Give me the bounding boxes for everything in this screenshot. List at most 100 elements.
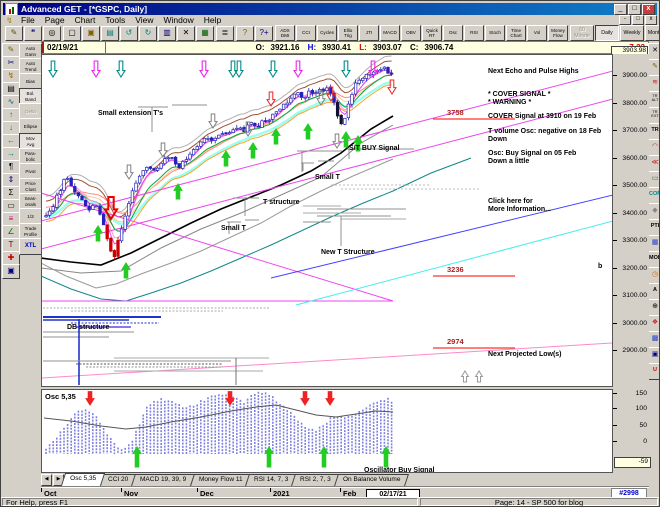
- chart-window-icon[interactable]: ↯: [6, 15, 13, 25]
- close-label: C:: [410, 43, 419, 52]
- tab-rsi-2-7-3[interactable]: RSI 2, 7, 3: [291, 474, 341, 486]
- oscillator-panel[interactable]: Osc 5,35 Oscillator Buy Signal: [41, 389, 613, 474]
- tab-osc-5-35[interactable]: Osc 5,35: [60, 473, 106, 486]
- study-button-money-flow[interactable]: Money Flow: [548, 25, 568, 41]
- menu-window[interactable]: Window: [163, 15, 194, 25]
- price-axis[interactable]: 3900.00 3800.00 3700.00 3600.00 3500.00 3400.…: [613, 54, 649, 387]
- study-button-cci[interactable]: CCI: [296, 25, 316, 41]
- month-label-nov: Nov: [124, 489, 139, 498]
- next-page-icon[interactable]: ↻: [139, 25, 157, 41]
- menu-chart[interactable]: Chart: [74, 15, 96, 25]
- zoom-tool-icon[interactable]: ⊕: [648, 299, 659, 316]
- regression-alt-tool[interactable]: TR ALT: [648, 91, 659, 108]
- mob-projection-tool-icon[interactable]: ◠: [648, 139, 659, 156]
- study-button-time-chart[interactable]: Time Chart: [506, 25, 526, 41]
- delete-page-icon[interactable]: ✕: [177, 25, 195, 41]
- context-help-icon[interactable]: ?+: [255, 25, 273, 41]
- palette-tool-icon[interactable]: ❖: [648, 315, 659, 332]
- box-tool-icon[interactable]: ▭: [648, 171, 659, 188]
- trendlines-tool-icon[interactable]: ≋: [648, 75, 659, 92]
- expert-commentary-icon[interactable]: ❝: [24, 25, 42, 41]
- svg-text:Down a little: Down a little: [488, 158, 529, 165]
- tab-macd-19-39-9[interactable]: MACD 19, 39, 9: [131, 474, 196, 486]
- help-icon[interactable]: ?: [236, 25, 254, 41]
- period-60-minute[interactable]: 60 Minute: [570, 25, 594, 41]
- minimize-button[interactable]: _: [614, 3, 627, 15]
- open-page-icon[interactable]: ▣: [82, 25, 100, 41]
- menu-view[interactable]: View: [135, 15, 154, 25]
- sidebar-study-mov-avg[interactable]: Mov Avg: [19, 133, 42, 150]
- svg-text:COVER Signal at 3910 on 19 Feb: COVER Signal at 3910 on 19 Feb: [488, 113, 596, 120]
- close-button[interactable]: x: [642, 3, 655, 15]
- new-page-icon[interactable]: ▢: [63, 25, 81, 41]
- sidebar-study-auto-gann[interactable]: Auto Gann: [19, 43, 42, 60]
- copy-page-icon[interactable]: ▥: [158, 25, 176, 41]
- study-button-macd[interactable]: MACD: [380, 25, 400, 41]
- regression-tool[interactable]: TR: [648, 123, 659, 140]
- window-icon[interactable]: ▣: [2, 264, 20, 279]
- menu-page[interactable]: Page: [44, 15, 65, 25]
- com-tool[interactable]: COM: [648, 187, 659, 204]
- study-button-osc[interactable]: Osc: [443, 25, 463, 41]
- menu-help[interactable]: Help: [203, 15, 222, 25]
- tab-rsi-14-7-3[interactable]: RSI 14, 7, 3: [245, 474, 298, 486]
- study-button-stoch[interactable]: Stoch: [485, 25, 505, 41]
- svg-text:Small T: Small T: [315, 174, 341, 181]
- svg-text:3758: 3758: [447, 108, 464, 117]
- retracement-tool-icon[interactable]: ≪: [648, 155, 659, 172]
- sidebar-study-xtl[interactable]: XTL: [19, 238, 42, 255]
- study-button-ellio-trig[interactable]: Ellio Trig: [338, 25, 358, 41]
- pointer-tool-icon[interactable]: ✎: [5, 25, 23, 41]
- tab-money-flow-11[interactable]: Money Flow 11: [189, 474, 252, 486]
- menu-tools[interactable]: Tools: [105, 15, 126, 25]
- study-button-cycles[interactable]: Cycles: [317, 25, 337, 41]
- study-button-vol[interactable]: Vol: [527, 25, 547, 41]
- clock-tool-icon[interactable]: ◷: [648, 267, 659, 284]
- undo-tool[interactable]: U: [648, 363, 659, 380]
- period-daily[interactable]: Daily: [595, 25, 619, 41]
- delete-tool-icon[interactable]: ✕: [648, 43, 659, 60]
- study-button-adx-dmi[interactable]: ADX DMI: [275, 25, 295, 41]
- paste-chart-icon[interactable]: ▦: [196, 25, 214, 41]
- save-page-icon[interactable]: ▤: [101, 25, 119, 41]
- menu-file[interactable]: File: [21, 15, 35, 25]
- quote-date: 02/19/21: [42, 42, 106, 53]
- grid-tool-icon[interactable]: ▦: [648, 235, 659, 252]
- zoom-icon[interactable]: ◎: [43, 25, 61, 41]
- period-weekly[interactable]: Weekly: [620, 25, 644, 41]
- month-label-2021: 2021: [273, 489, 290, 498]
- child-window-controls: - □ x: [618, 15, 657, 25]
- child-restore-button[interactable]: □: [632, 15, 644, 25]
- study-button-jti[interactable]: JTI: [359, 25, 379, 41]
- svg-text:b: b: [598, 263, 602, 270]
- month-tick: [121, 488, 122, 492]
- study-button-quick-rt[interactable]: Quick RT: [422, 25, 442, 41]
- fib-grid-tool-icon[interactable]: ▩: [648, 331, 659, 348]
- app-icon: [5, 2, 18, 16]
- mob-tool[interactable]: MOB: [648, 251, 659, 268]
- copy-tool-icon[interactable]: ▣: [648, 347, 659, 364]
- child-close-button[interactable]: x: [645, 15, 657, 25]
- study-button-rsi[interactable]: RSI: [464, 25, 484, 41]
- child-minimize-button[interactable]: -: [619, 15, 631, 25]
- eraser-tool-icon[interactable]: ◆: [648, 203, 659, 220]
- svg-text:T structure: T structure: [263, 199, 300, 206]
- sidebar-study-trade-profile[interactable]: Trade Profile: [19, 223, 42, 240]
- print-icon[interactable]: ≣: [216, 25, 234, 41]
- pti-tool[interactable]: PTI: [648, 219, 659, 236]
- tab-scroll-left[interactable]: ◀: [41, 474, 52, 486]
- pencil-tool-icon[interactable]: ✎: [648, 59, 659, 76]
- oscillator-svg: Osc 5,35 Oscillator Buy Signal: [43, 391, 434, 474]
- tab-on-balance-volume[interactable]: On Balance Volume: [334, 474, 410, 486]
- maximize-button[interactable]: □: [628, 3, 641, 15]
- oscillator-value-box: -59: [614, 457, 651, 468]
- study-button-obv[interactable]: OBV: [401, 25, 421, 41]
- text-tool[interactable]: A: [648, 283, 659, 300]
- svg-text:Down: Down: [488, 136, 507, 143]
- period-monthly[interactable]: Monthly: [645, 25, 659, 41]
- price-chart[interactable]: 3758 3236 2974 Small extension T's S/T BUY S…: [40, 54, 614, 387]
- svg-text:S/T BUY Signal: S/T BUY Signal: [349, 145, 399, 152]
- regression-ext-tool[interactable]: TR EXT: [648, 107, 659, 124]
- prev-page-icon[interactable]: ↺: [120, 25, 138, 41]
